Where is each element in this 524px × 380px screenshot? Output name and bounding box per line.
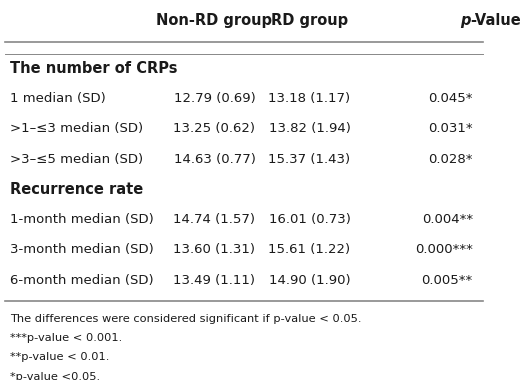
Text: 13.60 (1.31): 13.60 (1.31) bbox=[173, 243, 256, 256]
Text: 13.82 (1.94): 13.82 (1.94) bbox=[269, 122, 351, 135]
Text: >3–≤5 median (SD): >3–≤5 median (SD) bbox=[10, 152, 143, 166]
Text: 0.028*: 0.028* bbox=[428, 152, 473, 166]
Text: 0.031*: 0.031* bbox=[428, 122, 473, 135]
Text: The differences were considered significant if p-value < 0.05.: The differences were considered signific… bbox=[10, 314, 361, 324]
Text: 15.37 (1.43): 15.37 (1.43) bbox=[268, 152, 351, 166]
Text: 13.18 (1.17): 13.18 (1.17) bbox=[268, 92, 351, 105]
Text: >1–≤3 median (SD): >1–≤3 median (SD) bbox=[10, 122, 143, 135]
Text: 1-month median (SD): 1-month median (SD) bbox=[10, 213, 154, 226]
Text: 15.61 (1.22): 15.61 (1.22) bbox=[268, 243, 351, 256]
Text: p: p bbox=[460, 13, 471, 28]
Text: ***p-value < 0.001.: ***p-value < 0.001. bbox=[10, 333, 122, 343]
Text: The number of CRPs: The number of CRPs bbox=[10, 61, 177, 76]
Text: 0.005**: 0.005** bbox=[422, 274, 473, 287]
Text: 12.79 (0.69): 12.79 (0.69) bbox=[173, 92, 255, 105]
Text: 3-month median (SD): 3-month median (SD) bbox=[10, 243, 154, 256]
Text: 6-month median (SD): 6-month median (SD) bbox=[10, 274, 154, 287]
Text: 1 median (SD): 1 median (SD) bbox=[10, 92, 105, 105]
Text: 14.74 (1.57): 14.74 (1.57) bbox=[173, 213, 256, 226]
Text: 14.90 (1.90): 14.90 (1.90) bbox=[269, 274, 351, 287]
Text: -Value: -Value bbox=[471, 13, 521, 28]
Text: 0.045*: 0.045* bbox=[428, 92, 473, 105]
Text: Non-RD group: Non-RD group bbox=[157, 13, 272, 28]
Text: 13.49 (1.11): 13.49 (1.11) bbox=[173, 274, 256, 287]
Text: *p-value <0.05.: *p-value <0.05. bbox=[10, 372, 100, 380]
Text: Recurrence rate: Recurrence rate bbox=[10, 182, 143, 197]
Text: 0.000***: 0.000*** bbox=[415, 243, 473, 256]
Text: RD group: RD group bbox=[271, 13, 348, 28]
Text: 13.25 (0.62): 13.25 (0.62) bbox=[173, 122, 256, 135]
Text: **p-value < 0.01.: **p-value < 0.01. bbox=[10, 352, 109, 363]
Text: 14.63 (0.77): 14.63 (0.77) bbox=[173, 152, 255, 166]
Text: 16.01 (0.73): 16.01 (0.73) bbox=[269, 213, 351, 226]
Text: 0.004**: 0.004** bbox=[422, 213, 473, 226]
